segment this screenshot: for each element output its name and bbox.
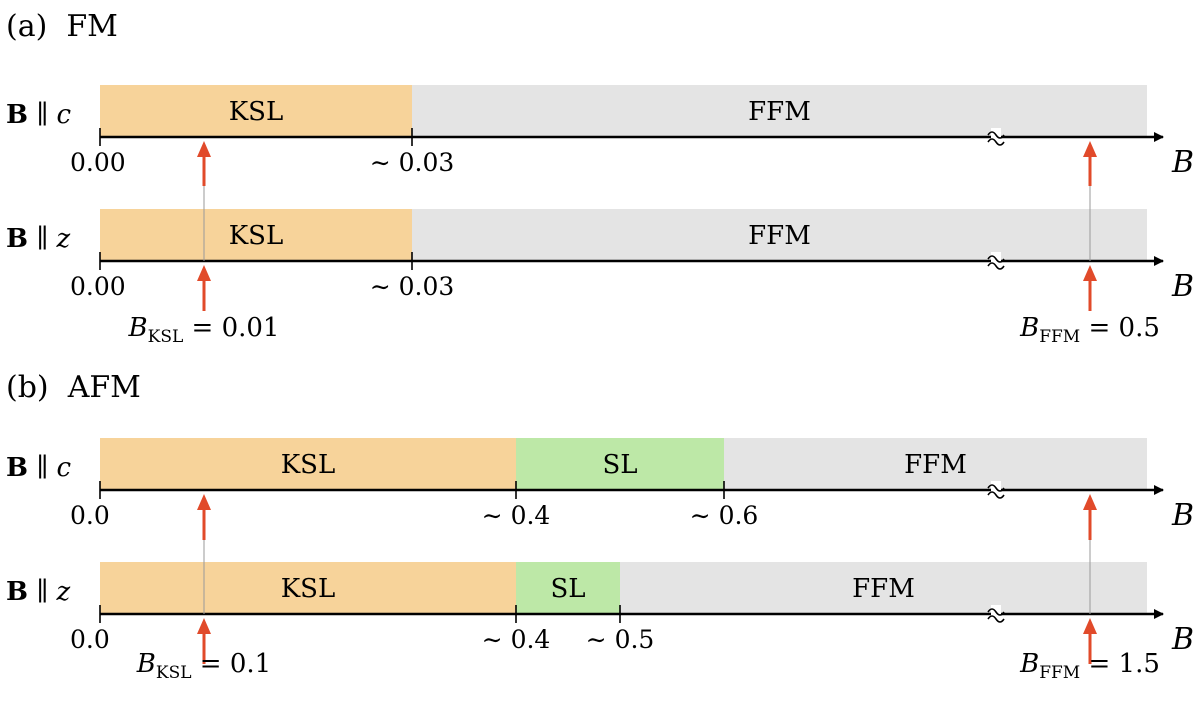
axis-break-wave-lower	[987, 491, 1005, 499]
tick-label: 0.00	[70, 272, 126, 301]
marker-arrow-ksl-top	[197, 494, 211, 540]
marker-arrow-ksl-top-head	[197, 141, 211, 157]
axis-break-icon	[987, 128, 1005, 146]
marker-label-ksl: BKSL = 0.01	[128, 313, 280, 347]
axis-break-icon	[987, 605, 1005, 623]
field-direction-label: B ∥ c	[6, 100, 72, 130]
axis-label: B	[1171, 498, 1194, 533]
axis-break-gap	[991, 481, 1001, 499]
field-direction-label: B ∥ c	[6, 453, 72, 483]
marker-arrow-ffm-bottom	[1083, 618, 1097, 664]
field-direction-label: B ∥ z	[6, 224, 71, 254]
phase-label-ksl: KSL	[281, 574, 336, 604]
axis-break-wave-lower	[987, 262, 1005, 270]
marker-arrow-ffm-top	[1083, 494, 1097, 540]
tick-label: ∼ 0.03	[370, 272, 455, 301]
phase-band-ksl	[100, 562, 516, 614]
marker-arrow-ffm-top	[1083, 141, 1097, 186]
phase-label-sl: SL	[550, 574, 585, 604]
tick-label: 0.0	[70, 501, 110, 530]
phase-band-sl	[516, 438, 724, 490]
marker-label-ffm: BFFM = 0.5	[1019, 313, 1160, 347]
marker-arrow-ksl-top	[197, 141, 211, 186]
tick-label: ∼ 0.03	[370, 148, 455, 177]
marker-arrow-ksl-bottom	[197, 265, 211, 311]
phase-band-ksl	[100, 209, 412, 261]
marker-arrow-ffm-bottom-head	[1083, 618, 1097, 634]
marker-arrow-ffm-top-head	[1083, 141, 1097, 157]
axis-break-wave-upper	[987, 608, 1005, 616]
axis-break-wave-upper	[987, 484, 1005, 492]
phase-band-ffm	[724, 438, 1147, 490]
axis-break-wave-lower	[987, 138, 1005, 146]
field-direction-label: B ∥ z	[6, 577, 71, 607]
marker-arrow-ksl-bottom-head	[197, 265, 211, 281]
axis-break-wave-upper	[987, 131, 1005, 139]
tick-label: 0.00	[70, 148, 126, 177]
axis-break-icon	[987, 481, 1005, 499]
panel-heading: (a) FM	[6, 9, 118, 44]
phase-band-sl	[516, 562, 620, 614]
marker-arrow-ksl-bottom	[197, 618, 211, 664]
phase-label-sl: SL	[602, 450, 637, 480]
phase-band-ksl	[100, 438, 516, 490]
phase-label-ffm: FFM	[748, 97, 811, 127]
phase-label-ffm: FFM	[852, 574, 915, 604]
tick-label: ∼ 0.4	[482, 625, 551, 654]
axis-break-wave-lower	[987, 615, 1005, 623]
marker-arrow-ksl-top-head	[197, 494, 211, 510]
marker-label-ffm: BFFM = 1.5	[1019, 649, 1160, 683]
marker-arrow-ffm-top-head	[1083, 494, 1097, 510]
phase-label-ksl: KSL	[229, 97, 284, 127]
tick-label: ∼ 0.4	[482, 501, 551, 530]
axis-break-icon	[987, 252, 1005, 270]
axis-break-gap	[991, 605, 1001, 623]
axis-break-gap	[991, 128, 1001, 146]
axis-break-wave-upper	[987, 255, 1005, 263]
phase-label-ksl: KSL	[229, 221, 284, 251]
phase-band-ksl	[100, 85, 412, 137]
axis-label: B	[1171, 269, 1194, 304]
marker-label-ksl: BKSL = 0.1	[136, 649, 271, 683]
marker-arrow-ffm-bottom	[1083, 265, 1097, 311]
marker-arrow-ksl-bottom-head	[197, 618, 211, 634]
panel-heading: (b) AFM	[6, 370, 141, 405]
tick-label: 0.0	[70, 625, 110, 654]
phase-band-ffm	[620, 562, 1147, 614]
axis-label: B	[1171, 145, 1194, 180]
marker-arrow-ffm-bottom-head	[1083, 265, 1097, 281]
tick-label: ∼ 0.5	[586, 625, 655, 654]
phase-label-ffm: FFM	[904, 450, 967, 480]
phase-band-ffm	[412, 209, 1147, 261]
phase-label-ffm: FFM	[748, 221, 811, 251]
phase-label-ksl: KSL	[281, 450, 336, 480]
axis-break-gap	[991, 252, 1001, 270]
tick-label: ∼ 0.6	[690, 501, 759, 530]
phase-band-ffm	[412, 85, 1147, 137]
axis-label: B	[1171, 622, 1194, 657]
